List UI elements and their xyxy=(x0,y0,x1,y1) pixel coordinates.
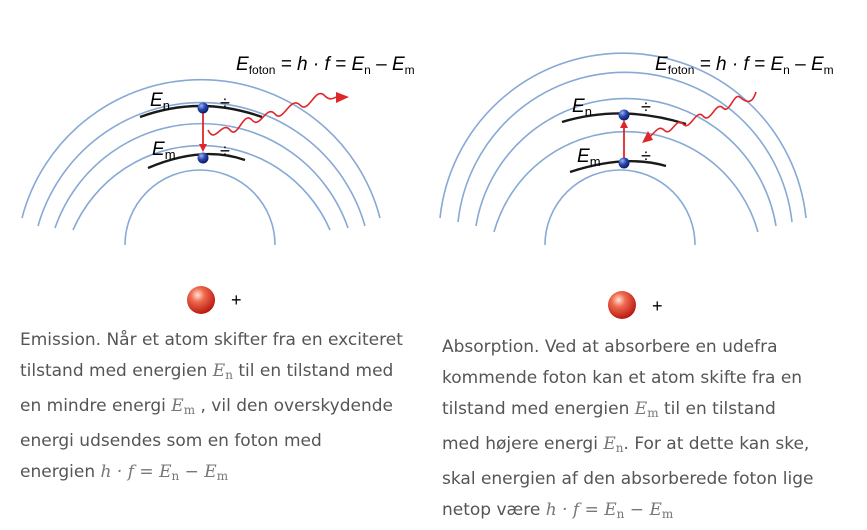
orbit-1 xyxy=(544,169,696,246)
absorption-electron-lower xyxy=(618,157,630,169)
orbit-4 xyxy=(37,101,366,227)
absorption-electron-upper xyxy=(618,109,630,121)
orbit-4 xyxy=(457,71,793,223)
absorption-caption-line2: kommende foton kan et atom skifte fra en xyxy=(442,368,803,388)
absorption-formula: Efoton = h · f = En – Em xyxy=(655,54,834,77)
emission-minus-lower: ÷ xyxy=(220,141,230,161)
absorption-caption-line6: netop være h · f = En − Em xyxy=(442,500,674,521)
emission-photon-arrowhead xyxy=(336,92,349,103)
absorption-caption-line5: skal energien af den absorberede foton l… xyxy=(442,469,814,489)
absorption-orbits xyxy=(439,52,807,246)
emission-electron-upper xyxy=(197,102,209,114)
emission-caption-line5: energien h · f = En − Em xyxy=(20,462,229,483)
absorption-caption-line3: tilstand med energien Em til en tilstand xyxy=(442,399,776,420)
emission-minus-upper: ÷ xyxy=(220,93,230,113)
orbit-3 xyxy=(475,97,777,227)
emission-caption-line2: tilstand med energien En til en tilstand… xyxy=(20,361,394,382)
emission-caption-line1: Emission. Når et atom skifter fra en exc… xyxy=(20,330,403,350)
orbit-5 xyxy=(439,52,807,219)
absorption-level-lower-label: Em xyxy=(577,146,601,169)
absorption-caption-line4: med højere energi En. For at dette kan s… xyxy=(442,434,810,455)
orbit-3 xyxy=(54,122,349,229)
absorption-level-upper-label: En xyxy=(572,96,592,119)
emission-level-lower-label: Em xyxy=(152,139,176,162)
emission-nucleus-plus: + xyxy=(231,290,242,310)
absorption-nucleus-plus: + xyxy=(652,296,663,316)
atom-diagrams: En Em ÷ ÷ Efoton = h · f = En – Em + En … xyxy=(21,52,834,319)
emission-caption-line3: en mindre energi Em , vil den overskyden… xyxy=(20,396,393,417)
emission-caption: Emission. Når et atom skifter fra en exc… xyxy=(20,325,430,492)
emission-diagram: En Em ÷ ÷ Efoton = h · f = En – Em + xyxy=(21,54,415,314)
absorption-minus-lower: ÷ xyxy=(641,146,651,166)
absorption-photon-arrowhead xyxy=(642,131,653,143)
absorption-diagram: En Em ÷ ÷ Efoton = h · f = En – Em + xyxy=(439,52,834,319)
emission-caption-line4: energi udsendes som en foton med xyxy=(20,431,322,451)
absorption-nucleus xyxy=(608,291,636,319)
orbit-2 xyxy=(493,130,759,233)
absorption-photon-wave xyxy=(644,91,757,139)
orbit-1 xyxy=(124,169,276,246)
emission-level-upper-label: En xyxy=(150,90,170,113)
orbit-5 xyxy=(21,79,381,219)
emission-nucleus xyxy=(187,286,215,314)
absorption-minus-upper: ÷ xyxy=(641,97,651,117)
absorption-caption: Absorption. Ved at absorbere en udefra k… xyxy=(442,332,862,530)
emission-electron-lower xyxy=(197,152,209,164)
emission-orbits xyxy=(21,79,381,246)
absorption-caption-line1: Absorption. Ved at absorbere en udefra xyxy=(442,337,778,357)
emission-photon-wave xyxy=(207,92,346,136)
emission-formula: Efoton = h · f = En – Em xyxy=(236,54,415,77)
